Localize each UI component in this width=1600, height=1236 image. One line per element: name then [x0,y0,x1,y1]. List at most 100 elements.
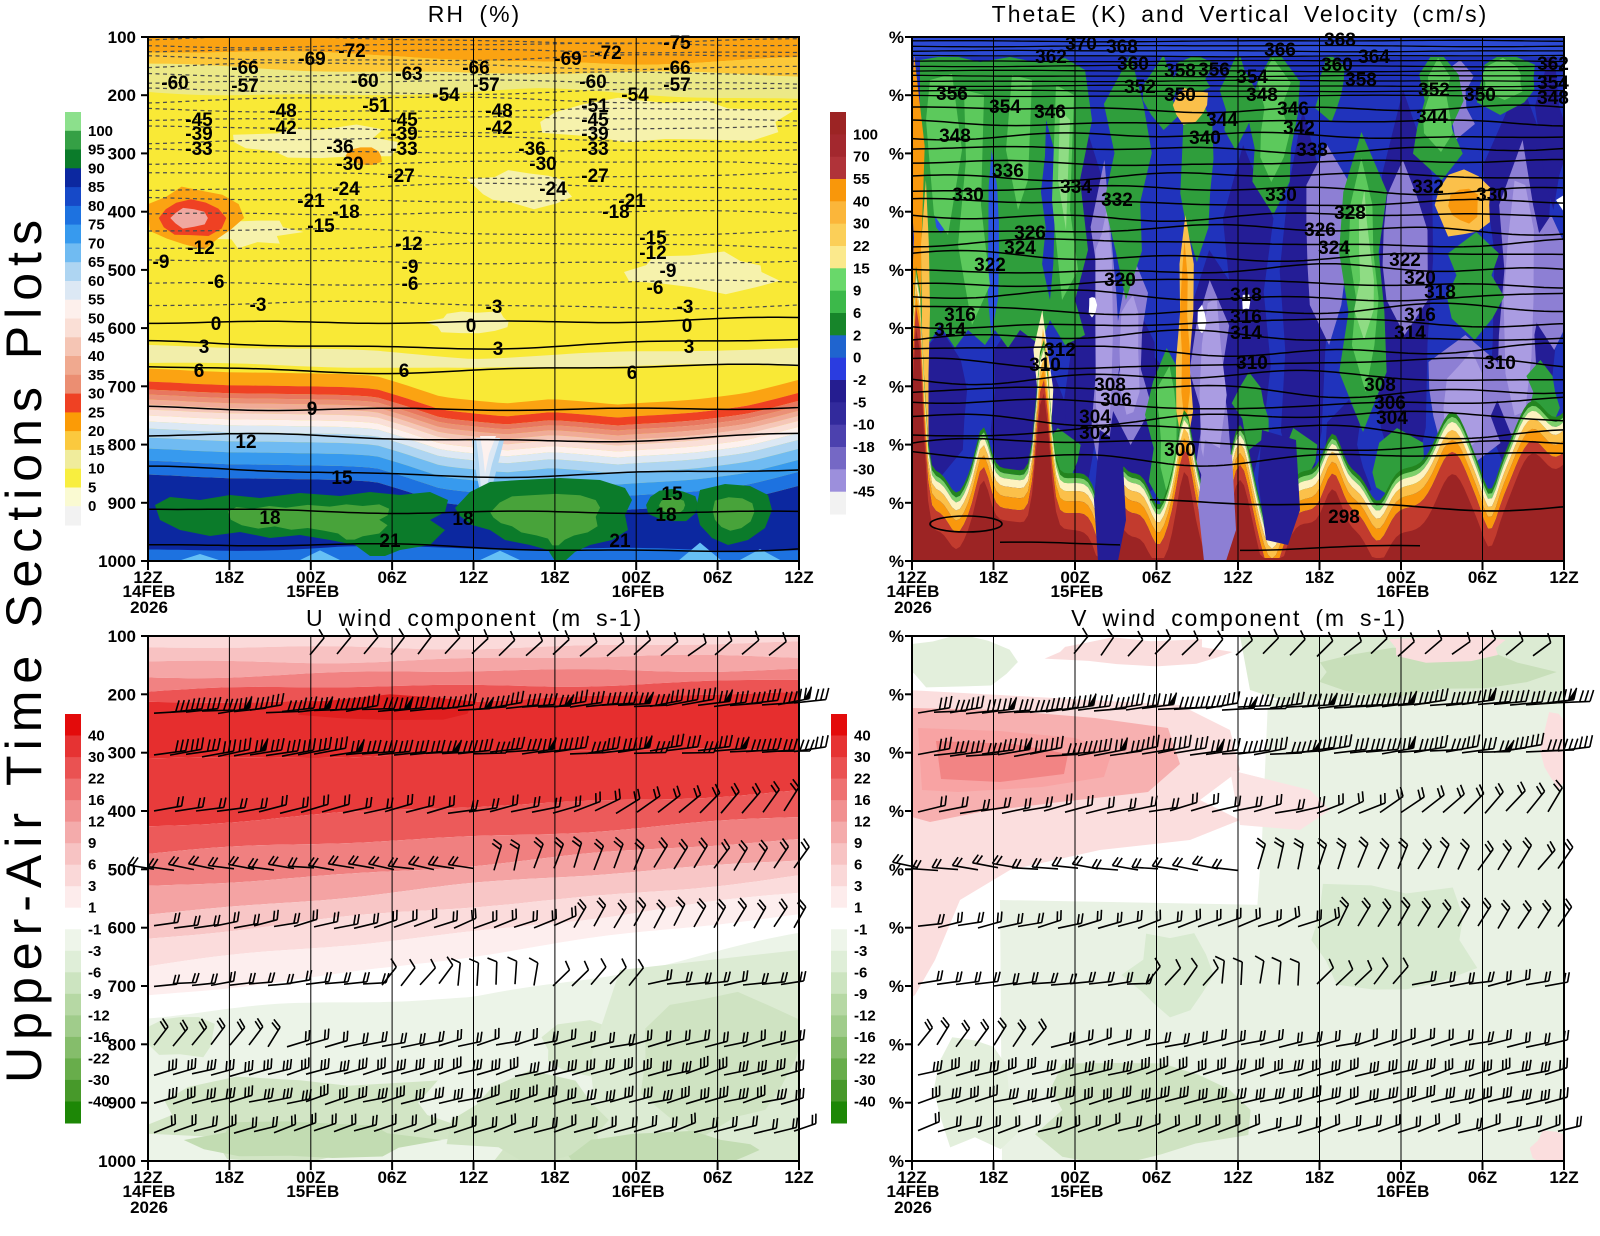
svg-text:-12: -12 [639,243,666,264]
svg-text:-3: -3 [486,297,503,318]
svg-text:15: 15 [853,260,870,277]
svg-text:%: % [889,319,904,338]
svg-text:%: % [889,436,904,455]
svg-text:308: 308 [1364,375,1396,396]
svg-text:16FEB: 16FEB [1377,1182,1430,1201]
svg-text:-51: -51 [581,96,609,117]
svg-text:360: 360 [1321,55,1353,76]
svg-text:1000: 1000 [98,1152,136,1171]
svg-text:316: 316 [944,305,976,326]
svg-text:-16: -16 [854,1029,876,1046]
svg-text:330: 330 [1265,185,1297,206]
svg-text:500: 500 [108,860,136,879]
svg-text:%: % [889,744,904,763]
svg-text:-3: -3 [250,295,267,316]
svg-text:-72: -72 [594,43,621,64]
svg-text:6: 6 [853,305,861,322]
svg-text:06Z: 06Z [703,568,732,587]
svg-text:9: 9 [853,283,861,300]
svg-text:346: 346 [1277,99,1309,120]
svg-text:06Z: 06Z [1142,1168,1171,1187]
svg-text:RH (%): RH (%) [428,1,521,27]
svg-text:16: 16 [88,792,105,809]
svg-text:346: 346 [1034,102,1066,123]
svg-text:358: 358 [1345,70,1377,91]
svg-text:45: 45 [88,329,105,346]
svg-text:314: 314 [1230,323,1262,344]
svg-text:-66: -66 [663,58,690,79]
svg-text:-22: -22 [854,1050,876,1067]
svg-text:-75: -75 [663,33,691,54]
svg-text:-9: -9 [854,986,867,1003]
svg-text:%: % [889,28,904,47]
svg-text:344: 344 [1416,107,1448,128]
svg-text:-60: -60 [161,73,188,94]
svg-text:-33: -33 [185,139,212,160]
svg-text:06Z: 06Z [703,1168,732,1187]
svg-text:16FEB: 16FEB [612,582,665,601]
svg-text:332: 332 [1412,177,1444,198]
svg-text:-57: -57 [231,76,258,97]
svg-text:%: % [889,203,904,222]
svg-text:3: 3 [854,878,862,895]
svg-text:400: 400 [108,203,136,222]
svg-text:800: 800 [108,436,136,455]
svg-text:12Z: 12Z [133,1168,162,1187]
svg-text:368: 368 [1324,30,1356,51]
svg-text:300: 300 [108,744,136,763]
svg-text:06Z: 06Z [377,568,406,587]
svg-text:60: 60 [88,273,105,290]
svg-text:-45: -45 [581,110,609,131]
svg-text:95: 95 [88,142,105,159]
svg-text:-24: -24 [332,179,360,200]
svg-text:900: 900 [108,494,136,513]
svg-text:%: % [889,144,904,163]
svg-text:14FEB: 14FEB [123,582,176,601]
svg-text:30: 30 [88,386,105,403]
svg-text:314: 314 [1394,323,1426,344]
svg-text:-39: -39 [185,124,212,145]
svg-text:200: 200 [108,685,136,704]
svg-text:10: 10 [88,461,105,478]
svg-text:18Z: 18Z [979,568,1008,587]
svg-text:%: % [889,1035,904,1054]
svg-text:-3: -3 [88,943,101,960]
svg-text:-1: -1 [88,921,101,938]
svg-text:-39: -39 [581,124,608,145]
svg-text:%: % [889,860,904,879]
svg-text:14FEB: 14FEB [123,1182,176,1201]
svg-text:18Z: 18Z [215,568,244,587]
svg-text:-48: -48 [485,101,512,122]
svg-text:70: 70 [853,149,870,166]
svg-text:-54: -54 [621,85,649,106]
svg-text:3: 3 [88,878,96,895]
svg-text:298: 298 [1328,507,1360,528]
svg-text:00Z: 00Z [622,1168,651,1187]
svg-text:304: 304 [1376,408,1408,429]
svg-text:12Z: 12Z [784,1168,813,1187]
svg-text:%: % [889,552,904,571]
svg-text:70: 70 [88,235,105,252]
svg-text:-51: -51 [362,96,390,117]
svg-text:-12: -12 [187,238,214,259]
svg-text:-48: -48 [269,101,296,122]
svg-text:25: 25 [88,404,105,421]
svg-text:15FEB: 15FEB [286,1182,339,1201]
svg-text:312: 312 [1044,340,1076,361]
svg-text:348: 348 [1537,88,1569,109]
svg-text:-60: -60 [579,72,606,93]
svg-text:2026: 2026 [130,598,168,617]
svg-text:-30: -30 [853,461,875,478]
svg-text:-45: -45 [853,484,875,501]
svg-text:%: % [889,802,904,821]
svg-text:-45: -45 [185,110,213,131]
svg-text:-9: -9 [402,257,419,278]
svg-text:306: 306 [1100,390,1132,411]
svg-text:366: 366 [1264,40,1296,61]
svg-text:310: 310 [1029,355,1061,376]
svg-text:-33: -33 [581,139,608,160]
svg-text:-22: -22 [88,1050,110,1067]
svg-text:%: % [889,494,904,513]
svg-text:%: % [889,1094,904,1113]
svg-text:332: 332 [1101,190,1133,211]
